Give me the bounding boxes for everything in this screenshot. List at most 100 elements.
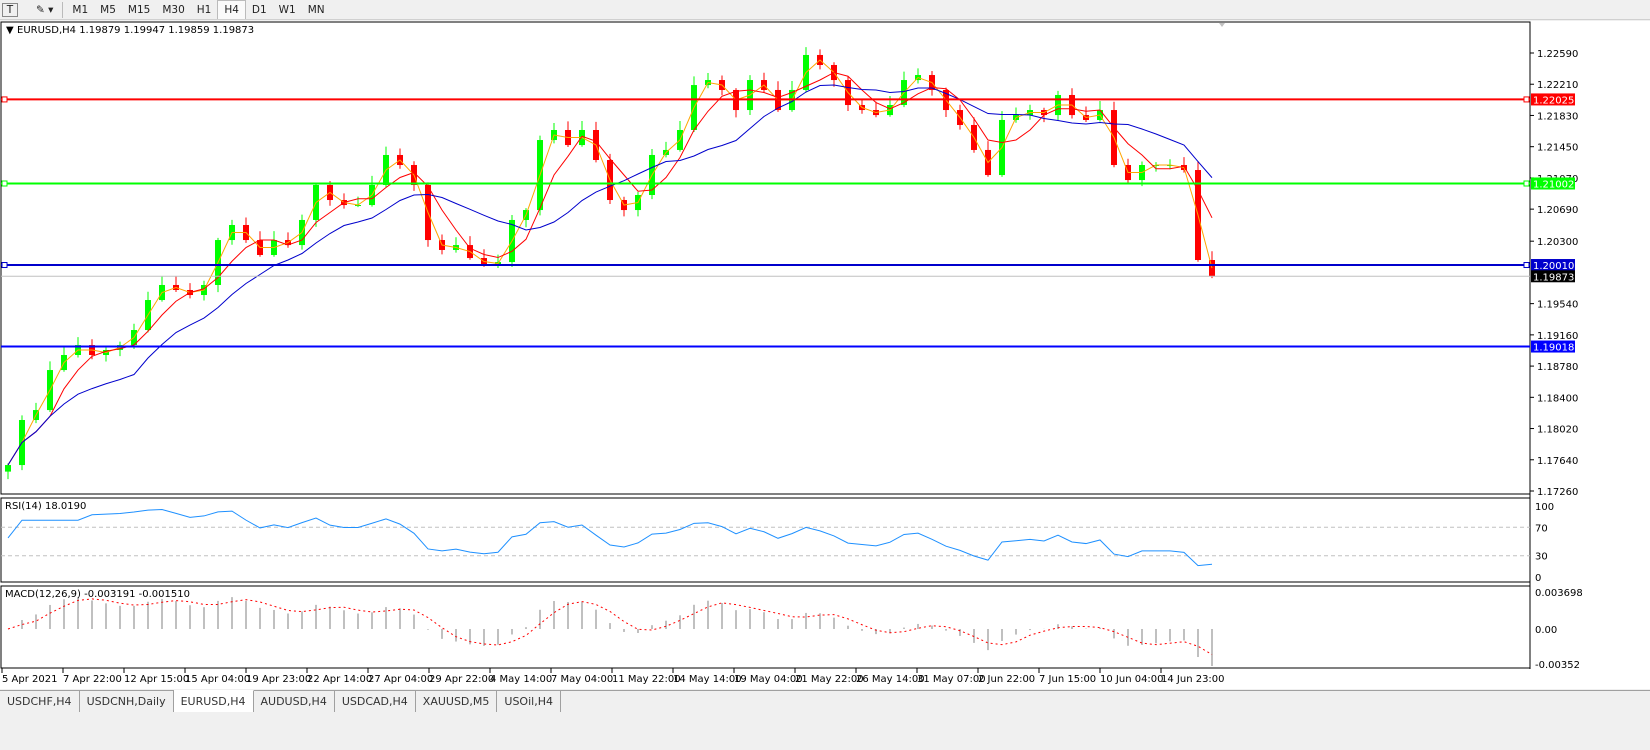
time-label: 26 May 14:00: [856, 674, 925, 685]
price-tick-label: 1.18780: [1537, 362, 1578, 373]
time-label: 11 May 22:00: [612, 674, 681, 685]
time-label: 19 Apr 23:00: [246, 674, 311, 685]
timeframe-m1[interactable]: M1: [72, 3, 89, 16]
timeframe-h1[interactable]: H1: [196, 3, 212, 16]
text-tool-button[interactable]: T: [2, 2, 18, 17]
timeframe-w1[interactable]: W1: [278, 3, 296, 16]
timeframe-m5[interactable]: M5: [100, 3, 116, 16]
time-label: 4 May 14:00: [490, 674, 552, 685]
candles: [5, 47, 1215, 480]
tab-label: USDCAD,H4: [341, 695, 408, 708]
tab-usdcnh-daily[interactable]: USDCNH,Daily: [80, 691, 174, 712]
candle-body: [5, 465, 11, 472]
line-handle[interactable]: [1, 96, 8, 103]
rsi-tick-label: 0: [1535, 573, 1541, 584]
tab-usdchf-h4[interactable]: USDCHF,H4: [0, 691, 80, 712]
tab-label: AUDUSD,H4: [260, 695, 327, 708]
line-handle[interactable]: [1, 180, 8, 187]
price-tick-label: 1.19540: [1537, 300, 1578, 311]
chart-header: EURUSD,H4 1.19879 1.19947 1.19859 1.1987…: [17, 25, 254, 36]
price-label-box: [1531, 93, 1575, 106]
chart-window[interactable]: 1.225901.222101.218301.214501.210701.206…: [0, 21, 1650, 689]
time-label: 2 Jun 22:00: [978, 674, 1035, 685]
ma-fast-line: [7, 59, 1213, 466]
price-label: 1.22025: [1533, 95, 1574, 106]
chart-shift-icon[interactable]: [1219, 23, 1225, 27]
ma-slow-line: [7, 84, 1213, 466]
price-tick-label: 1.21450: [1537, 143, 1578, 154]
line-handle[interactable]: [1523, 262, 1530, 269]
current-price-label: 1.19873: [1533, 272, 1574, 283]
chart-tabs: USDCHF,H4 USDCNH,Daily EURUSD,H4 AUDUSD,…: [0, 690, 1650, 712]
price-tick-label: 1.18020: [1537, 425, 1578, 436]
time-label: 22 Apr 14:00: [307, 674, 372, 685]
time-label: 21 May 22:00: [795, 674, 864, 685]
macd-label: MACD(12,26,9) -0.003191 -0.001510: [5, 589, 190, 600]
rsi-tick-label: 100: [1535, 502, 1554, 513]
candle-body: [1209, 260, 1215, 277]
line-handle[interactable]: [1, 262, 8, 269]
timeframe-m30[interactable]: M30: [162, 3, 185, 16]
time-label: 31 May 07:00: [917, 674, 986, 685]
price-tick-label: 1.22210: [1537, 80, 1578, 91]
price-label: 1.19018: [1533, 343, 1574, 354]
time-label: 27 Apr 04:00: [368, 674, 433, 685]
price-tick-label: 1.20300: [1537, 237, 1578, 248]
toolbar: T ✎ ▾ M1 M5 M15 M30 H1 H4 D1 W1 MN: [0, 0, 1650, 20]
timeframe-m15[interactable]: M15: [127, 3, 151, 16]
price-tick-label: 1.20690: [1537, 205, 1578, 216]
price-label: 1.21002: [1533, 179, 1574, 190]
time-label: 29 Apr 22:00: [429, 674, 494, 685]
time-label: 7 Jun 15:00: [1039, 674, 1096, 685]
ma-mid-line: [7, 71, 1213, 466]
line-handle[interactable]: [1523, 96, 1530, 103]
line-handle[interactable]: [1523, 180, 1530, 187]
chart-canvas[interactable]: 1.225901.222101.218301.214501.210701.206…: [0, 21, 1650, 689]
time-label: 15 Apr 04:00: [185, 674, 250, 685]
macd-signal-line: [7, 598, 1213, 655]
price-tick-label: 1.19160: [1537, 331, 1578, 342]
price-label-box: [1531, 340, 1575, 353]
rsi-tick-label: 30: [1535, 552, 1548, 563]
tab-xauusd-m5[interactable]: XAUUSD,M5: [416, 691, 498, 712]
rsi-tick-label: 70: [1535, 523, 1548, 534]
rsi-line: [7, 509, 1213, 567]
tab-usoil-h4[interactable]: USOil,H4: [497, 691, 561, 712]
macd-tick-label: -0.00352: [1535, 660, 1580, 671]
macd-tick-label: 0.003698: [1535, 588, 1583, 599]
price-label: 1.20010: [1533, 261, 1574, 272]
tab-usdcad-h4[interactable]: USDCAD,H4: [335, 691, 416, 712]
tab-label: EURUSD,H4: [180, 695, 246, 708]
time-label: 7 Apr 22:00: [63, 674, 122, 685]
time-label: 14 May 14:00: [673, 674, 742, 685]
macd-tick-label: 0.00: [1535, 625, 1557, 636]
tab-label: USOil,H4: [504, 695, 553, 708]
tab-label: USDCNH,Daily: [86, 695, 166, 708]
price-tick-label: 1.17260: [1537, 487, 1578, 498]
price-label-box: [1531, 177, 1575, 190]
time-label: 10 Jun 04:00: [1100, 674, 1164, 685]
time-label: 14 Jun 23:00: [1161, 674, 1225, 685]
rsi-label: RSI(14) 18.0190: [5, 501, 86, 512]
time-label: 19 May 04:00: [734, 674, 803, 685]
price-label-box: [1531, 259, 1575, 272]
macd-pane-frame: [0, 585, 1531, 669]
toolbar-separator: [62, 1, 64, 18]
current-price-box: [1531, 270, 1575, 283]
time-label: 12 Apr 15:00: [124, 674, 189, 685]
timeframe-mn[interactable]: MN: [307, 3, 325, 16]
timeframe-bar: M1 M5 M15 M30 H1 H4 D1 W1 MN: [66, 0, 330, 19]
tab-eurusd-h4[interactable]: EURUSD,H4: [173, 690, 254, 712]
price-tick-label: 1.22590: [1537, 49, 1578, 60]
time-label: 7 May 04:00: [551, 674, 613, 685]
line-tools-icon[interactable]: ✎ ▾: [36, 3, 54, 16]
tab-audusd-h4[interactable]: AUDUSD,H4: [254, 691, 335, 712]
rsi-pane-frame: [0, 497, 1531, 583]
price-tick-label: 1.17640: [1537, 456, 1578, 467]
timeframe-h4[interactable]: H4: [217, 0, 246, 19]
collapse-arrow-icon[interactable]: ▼: [6, 25, 14, 36]
tab-label: USDCHF,H4: [7, 695, 72, 708]
tab-label: XAUUSD,M5: [422, 695, 490, 708]
price-tick-label: 1.21830: [1537, 111, 1578, 122]
timeframe-d1[interactable]: D1: [251, 3, 267, 16]
